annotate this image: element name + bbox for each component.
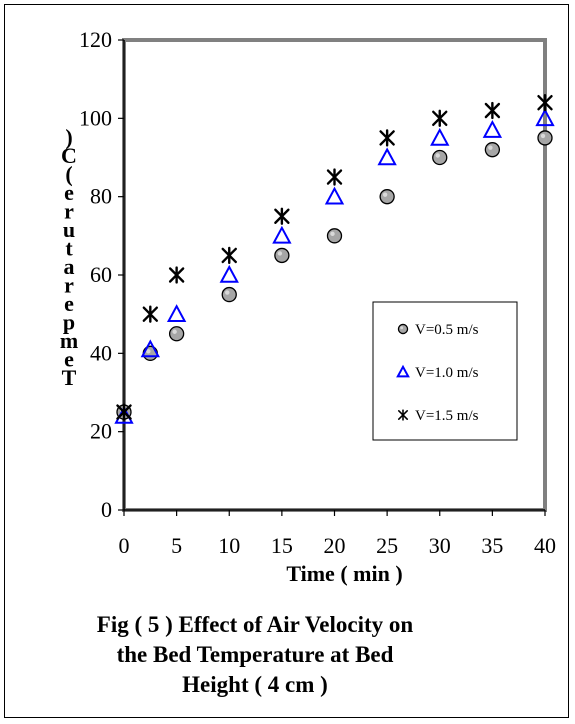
y-label-char: ( [65,162,72,187]
data-point-star [116,403,132,421]
y-label-char: a [64,254,75,279]
data-point-triangle [324,186,345,205]
legend-box [372,301,518,441]
caption-line-3: Height ( 4 cm ) [182,672,328,697]
y-tick-label: 80 [90,184,112,209]
x-tick-label: 10 [218,533,240,558]
data-point-triangle [535,108,555,127]
data-point-circle [326,228,343,244]
x-axis-ticks: 0 5 10 15 20 25 30 35 40 [119,510,556,558]
data-point-triangle [272,225,292,244]
legend-label: V=1.0 m/s [415,365,479,381]
y-tick-label: 20 [90,419,112,444]
y-tick-label: 100 [79,105,112,130]
data-point-circle [221,286,237,303]
data-point-triangle [219,264,239,283]
data-point-triangle [140,339,160,358]
data-point-star [484,101,501,120]
data-point-star [537,93,553,112]
data-points [114,93,555,424]
x-tick-label: 0 [119,533,130,558]
y-axis-label: Temperature(C) [60,125,78,391]
data-point-triangle [166,304,187,322]
legend-label: V=1.5 m/s [415,408,479,424]
figure-caption: Fig ( 5 ) Effect of Air Velocity on the … [45,610,465,700]
y-label-char: t [65,236,73,261]
caption-line-1: Fig ( 5 ) Effect of Air Velocity on [96,612,414,637]
data-point-triangle [430,127,450,146]
legend-label: V=0.5 m/s [415,322,479,338]
x-tick-label: 30 [429,533,451,558]
y-tick-label: 0 [101,497,112,522]
data-point-triangle [482,119,503,138]
y-label-char: u [63,217,75,242]
caption-line-2: the Bed Temperature at Bed [116,642,394,667]
data-point-circle [274,247,290,264]
data-point-star [432,109,448,128]
y-tick-label: 40 [90,340,112,365]
y-label-char: p [63,310,75,335]
y-label-char: e [64,180,74,205]
x-tick-label: 40 [534,533,556,558]
x-tick-label: 20 [324,533,346,558]
data-point-circle [397,323,409,335]
x-tick-label: 25 [376,533,398,558]
data-point-circle [168,326,185,342]
data-point-circle [484,142,501,158]
x-tick-label: 15 [271,533,293,558]
data-point-circle [379,189,395,205]
data-point-star [168,266,185,284]
y-label-char: C [61,143,77,168]
x-tick-label: 35 [481,533,503,558]
y-label-char: T [62,365,77,390]
data-point-star [274,207,290,225]
data-point-circle [537,130,553,146]
y-label-char: m [60,328,78,353]
y-axis-ticks: 0 20 40 60 80 100 120 [79,27,124,522]
data-point-star [221,246,237,265]
y-label-char: e [64,347,74,372]
data-point-star [397,409,409,421]
y-label-char: ) [65,125,72,150]
y-label-char: r [64,273,74,298]
y-label-char: r [64,199,74,224]
y-tick-label: 60 [90,262,112,287]
x-tick-label: 5 [171,533,182,558]
data-point-star [142,305,159,323]
y-tick-label: 120 [79,27,112,52]
legend: V=0.5 m/s V=1.0 m/s V=1.5 m/s [372,301,518,441]
x-axis-label: Time ( min ) [286,561,402,586]
data-point-star [379,129,395,147]
data-point-triangle [377,147,397,166]
data-point-triangle [396,364,410,378]
data-point-circle [432,149,448,166]
y-label-char: e [64,291,74,316]
data-point-star [326,168,343,186]
